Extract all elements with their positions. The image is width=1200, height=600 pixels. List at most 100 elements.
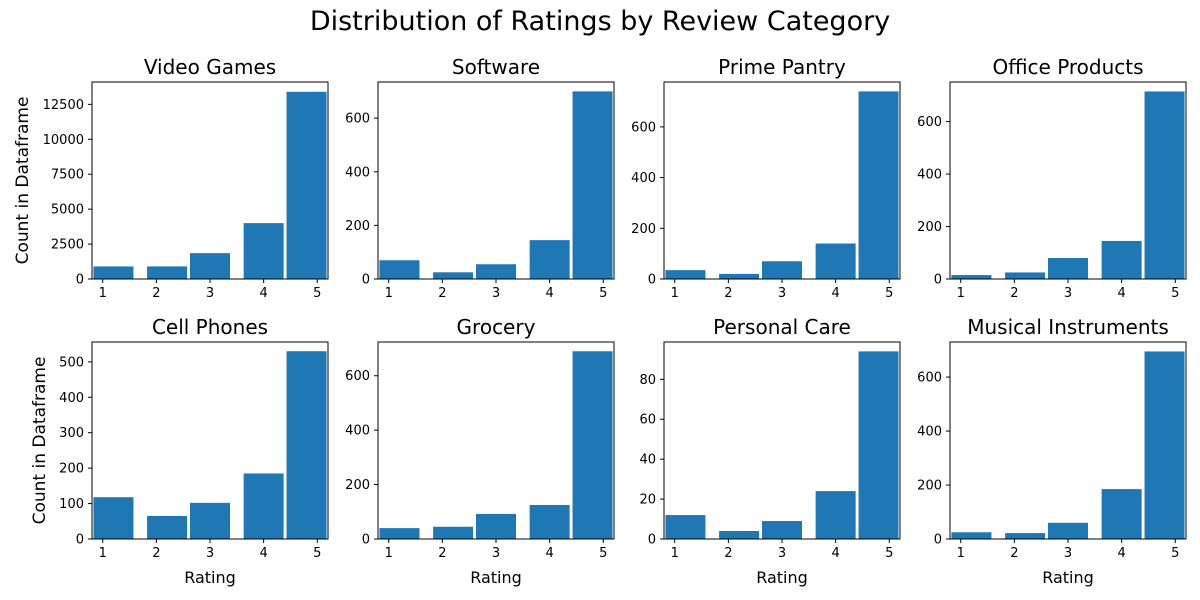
y-tick-label: 0 (362, 273, 370, 288)
x-tick-label: 4 (545, 546, 553, 561)
bar-rating-3 (762, 521, 802, 539)
bar-rating-5 (286, 351, 327, 539)
subplot-4: 1 2 3 4 5 0 200 400 600 Office Products (917, 55, 1187, 301)
bar-rating-3 (190, 253, 230, 279)
y-tick-label: 5000 (51, 203, 84, 218)
bar-rating-4 (1101, 240, 1142, 279)
y-tick-label: 0 (648, 533, 656, 548)
y-tick-label: 7500 (51, 168, 84, 183)
bar-rating-5 (858, 351, 899, 539)
y-tick-label: 0 (76, 533, 84, 548)
y-tick-label: 200 (59, 462, 84, 477)
x-tick-label: 2 (724, 286, 732, 301)
x-tick-label: 4 (545, 286, 553, 301)
x-tick-label: 2 (1010, 286, 1018, 301)
subplot-6: 1 2 3 4 5 0 200 400 600 Grocery Rating (345, 315, 615, 587)
y-tick-label: 400 (917, 168, 942, 183)
y-tick-label: 600 (345, 369, 370, 384)
subplot-title: Office Products (992, 55, 1143, 79)
bar-rating-2 (719, 273, 760, 279)
bar-rating-1 (93, 266, 134, 279)
bar-rating-1 (93, 497, 134, 539)
x-tick-label: 5 (313, 286, 321, 301)
bar-rating-1 (665, 270, 706, 279)
bar-rating-1 (379, 260, 420, 279)
x-tick-label: 3 (492, 286, 500, 301)
bar-rating-5 (572, 91, 613, 279)
bar-rating-2 (719, 531, 760, 539)
x-tick-label: 2 (438, 286, 446, 301)
y-tick-label: 0 (648, 273, 656, 288)
y-tick-label: 0 (362, 533, 370, 548)
subplot-title: Grocery (457, 315, 536, 339)
bar-rating-5 (286, 91, 327, 279)
x-axis-label: Rating (756, 568, 808, 587)
x-tick-label: 2 (1010, 546, 1018, 561)
x-tick-label: 3 (778, 546, 786, 561)
y-tick-label: 40 (639, 453, 656, 468)
x-tick-label: 4 (1117, 286, 1125, 301)
bar-rating-5 (572, 351, 613, 539)
y-tick-label: 10000 (43, 133, 84, 148)
y-tick-label: 200 (917, 479, 942, 494)
x-tick-label: 3 (1064, 546, 1072, 561)
bar-rating-4 (243, 473, 284, 539)
y-axis-label: Count in Dataframe (30, 357, 50, 525)
x-tick-label: 5 (599, 546, 607, 561)
bar-rating-5 (1144, 351, 1185, 539)
y-tick-label: 400 (59, 391, 84, 406)
subplot-title: Software (452, 55, 540, 79)
x-tick-label: 1 (957, 286, 965, 301)
subplot-title: Personal Care (713, 315, 851, 339)
x-tick-label: 3 (778, 286, 786, 301)
x-tick-label: 1 (671, 546, 679, 561)
x-tick-label: 2 (152, 286, 160, 301)
y-tick-label: 500 (59, 355, 84, 370)
x-tick-label: 3 (492, 546, 500, 561)
y-tick-label: 600 (631, 120, 656, 135)
x-tick-label: 5 (885, 286, 893, 301)
x-tick-label: 4 (831, 286, 839, 301)
bar-rating-4 (815, 491, 856, 539)
y-tick-label: 0 (934, 533, 942, 548)
bar-rating-4 (1101, 489, 1142, 539)
x-tick-label: 5 (599, 286, 607, 301)
subplot-5: 1 2 3 4 5 0 100 200 300 400 500 Cell Phones Rating Co… (30, 315, 329, 587)
subplot-title: Video Games (144, 55, 276, 79)
subplot-title: Cell Phones (152, 315, 268, 339)
bar-rating-4 (815, 243, 856, 279)
y-tick-label: 2500 (51, 238, 84, 253)
x-tick-label: 5 (313, 546, 321, 561)
y-tick-label: 400 (345, 424, 370, 439)
x-tick-label: 2 (152, 546, 160, 561)
y-tick-label: 600 (917, 371, 942, 386)
bar-rating-5 (858, 91, 899, 279)
x-tick-label: 5 (1171, 286, 1179, 301)
bar-rating-2 (433, 526, 474, 539)
bar-rating-4 (243, 223, 284, 279)
x-tick-label: 5 (1171, 546, 1179, 561)
bar-rating-3 (1048, 258, 1088, 279)
x-tick-label: 4 (831, 546, 839, 561)
subplot-1: 1 2 3 4 5 0 2500 5000 7500 10000 12500 Video Games C… (13, 55, 329, 301)
y-tick-label: 400 (631, 171, 656, 186)
y-tick-label: 200 (631, 222, 656, 237)
bar-rating-1 (951, 532, 992, 539)
bar-rating-4 (529, 504, 570, 539)
bar-rating-3 (762, 261, 802, 279)
x-tick-label: 1 (385, 546, 393, 561)
bar-rating-3 (476, 264, 516, 279)
y-tick-label: 200 (345, 219, 370, 234)
x-tick-label: 4 (259, 286, 267, 301)
x-tick-label: 1 (99, 286, 107, 301)
bar-rating-3 (476, 513, 516, 539)
y-tick-label: 400 (345, 165, 370, 180)
x-axis-label: Rating (184, 568, 236, 587)
x-tick-label: 3 (206, 546, 214, 561)
y-tick-label: 0 (76, 273, 84, 288)
y-tick-label: 600 (917, 115, 942, 130)
x-tick-label: 5 (885, 546, 893, 561)
y-tick-label: 60 (639, 413, 656, 428)
bar-rating-3 (1048, 522, 1088, 539)
